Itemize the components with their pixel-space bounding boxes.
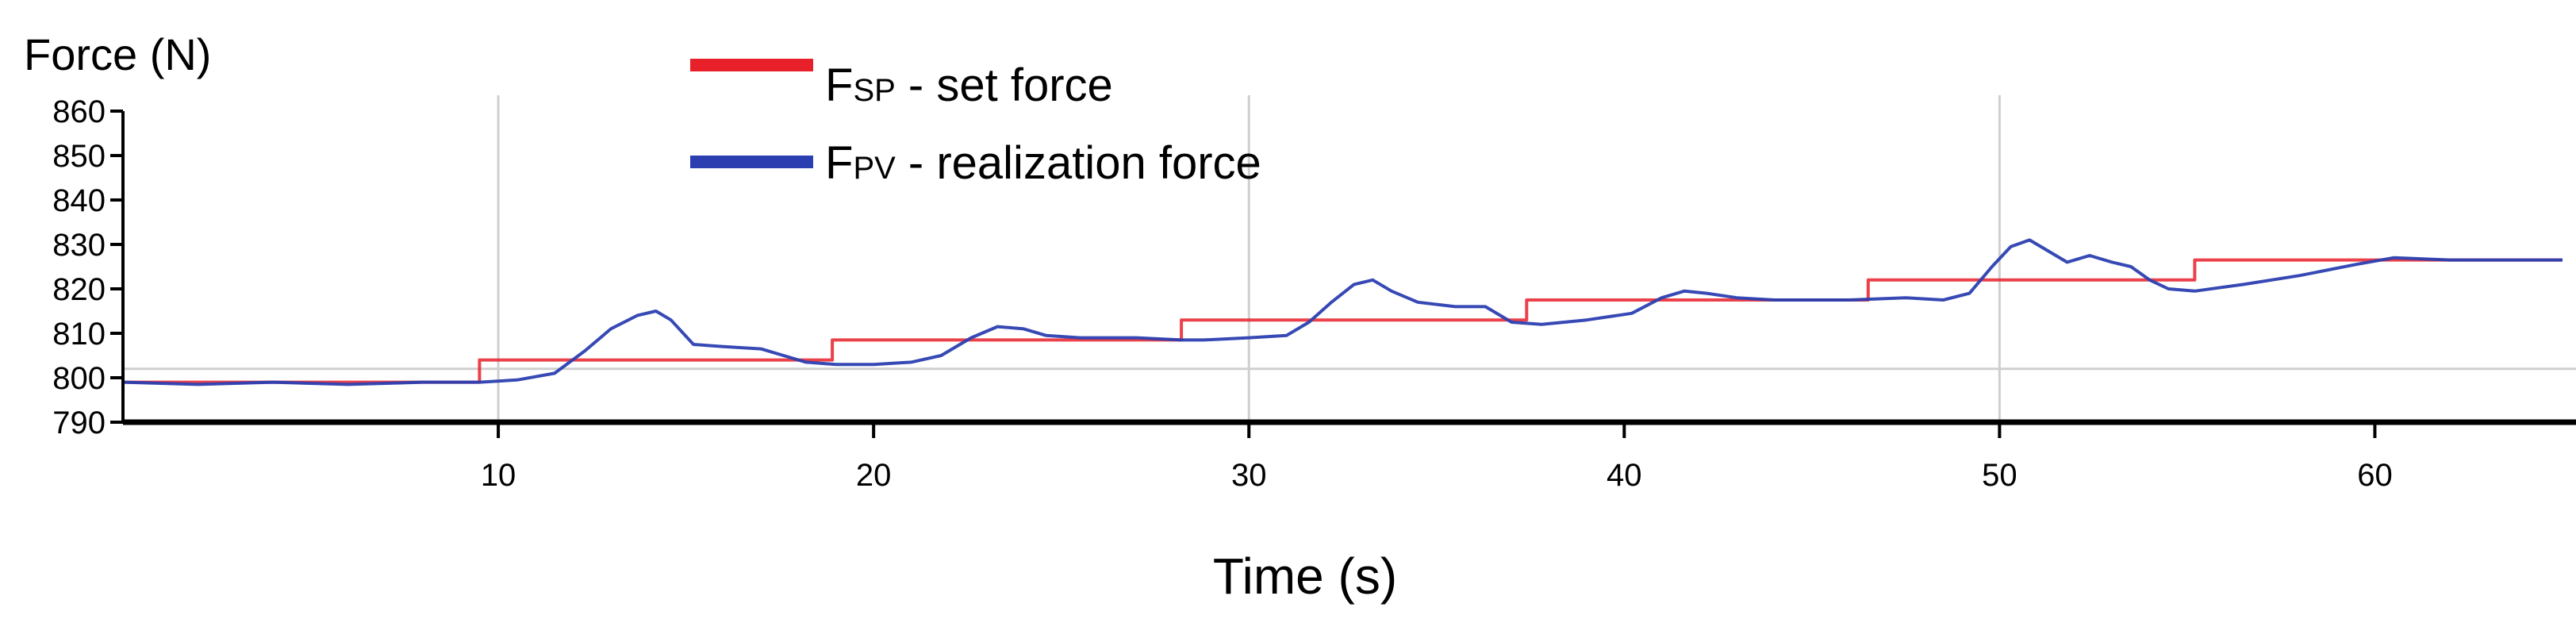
x-tick-label: 50 <box>1982 458 2017 493</box>
series-line-realization <box>122 238 2563 386</box>
y-tick-label: 790 <box>52 406 106 440</box>
legend-label-realization: FPV - realization force <box>825 137 1261 189</box>
y-tick-label: 850 <box>52 139 106 174</box>
y-tick-label: 820 <box>52 272 106 307</box>
legend: FSP - set force FPV - realization force <box>690 59 1261 189</box>
series-line-set <box>123 258 2563 384</box>
series-layer <box>122 238 2563 386</box>
legend-label-set: FSP - set force <box>825 60 1113 111</box>
y-tick-label: 860 <box>52 94 106 129</box>
y-tick-label: 840 <box>52 183 106 218</box>
y-tick-label: 800 <box>52 361 106 396</box>
y-tick-label: 830 <box>52 228 106 263</box>
x-tick-label: 40 <box>1607 458 1642 493</box>
y-tick-label: 810 <box>52 317 106 352</box>
x-tick-label: 60 <box>2357 458 2393 493</box>
axes <box>110 110 2576 438</box>
tick-labels: 790 800 810 820 830 840 850 860 10 20 30 40 50 60 <box>52 94 2392 493</box>
x-axis-title: Time (s) <box>1213 548 1397 605</box>
y-axis-title: Force (N) <box>24 29 211 79</box>
x-tick-label: 20 <box>856 458 892 493</box>
x-tick-label: 30 <box>1231 458 1267 493</box>
x-tick-label: 10 <box>481 458 516 493</box>
